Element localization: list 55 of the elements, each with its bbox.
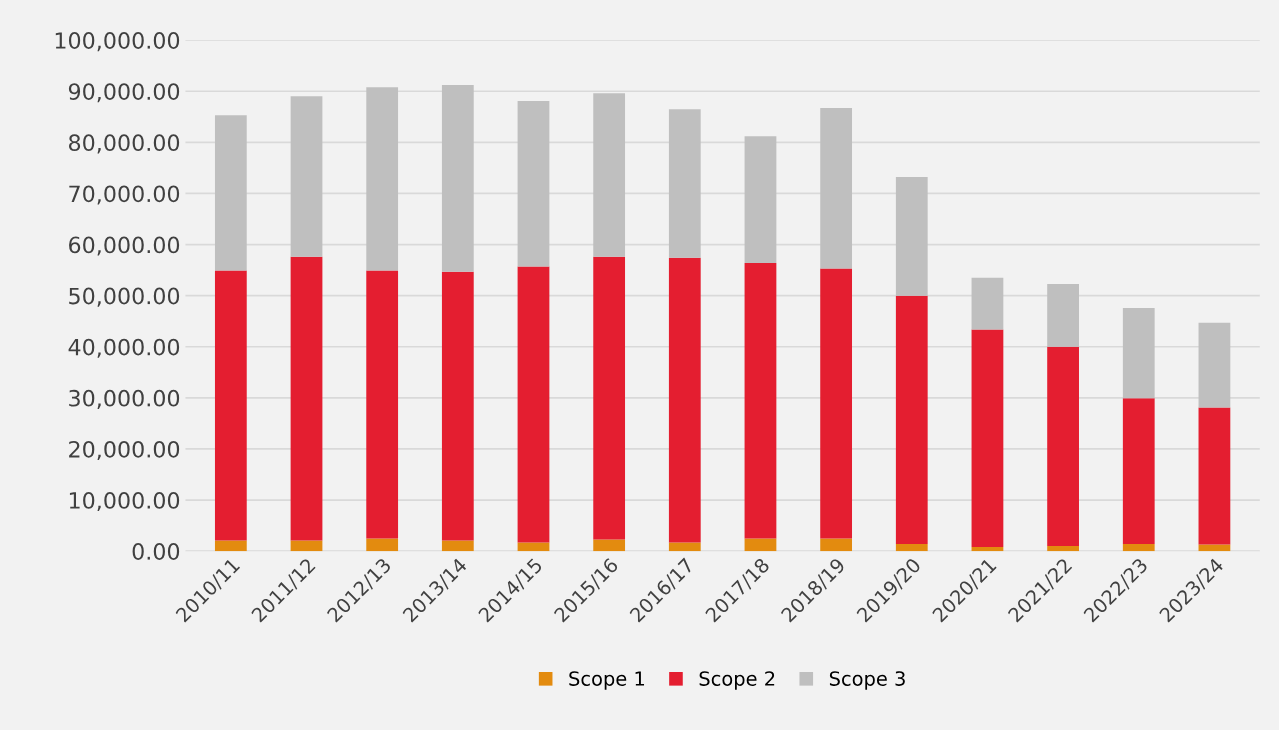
bar bbox=[1122, 398, 1155, 544]
bar bbox=[971, 329, 1004, 548]
bar bbox=[214, 115, 247, 271]
legend-label: Scope 1 bbox=[569, 671, 645, 690]
bar bbox=[214, 540, 247, 552]
bar bbox=[744, 262, 777, 539]
y-tick-label: 0.00 bbox=[132, 543, 180, 560]
y-tick-label: 90,000.00 bbox=[68, 83, 180, 103]
bar bbox=[1047, 283, 1079, 347]
y-tick-label: 100,000.00 bbox=[55, 32, 180, 52]
bar bbox=[441, 271, 474, 541]
bar bbox=[441, 85, 474, 272]
bar bbox=[593, 93, 626, 257]
bar bbox=[517, 542, 550, 552]
bar bbox=[366, 538, 399, 552]
bar bbox=[971, 547, 1004, 552]
bar bbox=[820, 538, 853, 552]
bar bbox=[1198, 407, 1231, 545]
legend-label: Scope 2 bbox=[699, 671, 775, 690]
bar bbox=[744, 136, 777, 263]
bar bbox=[895, 177, 928, 296]
y-tick-label: 60,000.00 bbox=[69, 236, 180, 256]
y-tick-label: 70,000.00 bbox=[69, 185, 180, 205]
bar bbox=[668, 109, 701, 258]
bar bbox=[290, 540, 323, 552]
y-tick-label: 40,000.00 bbox=[68, 338, 180, 358]
bar bbox=[895, 295, 928, 544]
bar bbox=[517, 100, 550, 267]
bar bbox=[441, 540, 474, 552]
y-tick-label: 20,000.00 bbox=[69, 440, 180, 460]
bar bbox=[895, 544, 928, 552]
bar bbox=[290, 256, 323, 541]
bar bbox=[971, 277, 1004, 330]
y-tick-label: 80,000.00 bbox=[69, 134, 180, 154]
bar bbox=[668, 542, 701, 552]
bar bbox=[366, 87, 399, 271]
bar bbox=[668, 257, 701, 543]
bar bbox=[744, 538, 777, 552]
legend-label: Scope 3 bbox=[829, 671, 905, 690]
y-tick-label: 30,000.00 bbox=[69, 389, 180, 409]
bar bbox=[1122, 544, 1155, 552]
bar bbox=[1047, 546, 1079, 552]
y-tick-label: 10,000.00 bbox=[69, 492, 180, 512]
bar bbox=[1198, 322, 1231, 408]
bar bbox=[593, 256, 626, 540]
bar bbox=[820, 268, 853, 539]
bar bbox=[290, 96, 323, 257]
bar bbox=[1122, 307, 1155, 399]
y-tick-label: 50,000.00 bbox=[69, 287, 180, 307]
bar bbox=[820, 108, 853, 269]
bar bbox=[214, 270, 247, 541]
bar bbox=[593, 539, 626, 552]
bar bbox=[1047, 346, 1079, 547]
bar bbox=[517, 266, 550, 543]
bar bbox=[366, 270, 399, 539]
